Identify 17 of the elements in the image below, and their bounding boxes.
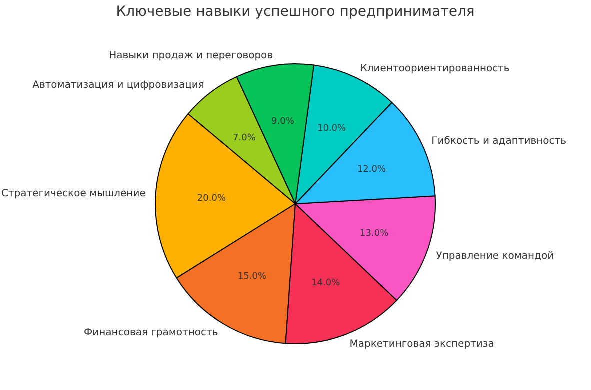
data-label: 15.0% (238, 272, 267, 282)
slice-label: Финансовая грамотность (84, 328, 218, 339)
slice-label: Управление командой (436, 250, 554, 262)
data-label: 10.0% (318, 124, 347, 134)
data-label: 9.0% (272, 116, 295, 127)
slice-label: Гибкость и адаптивность (432, 136, 567, 148)
data-label: 7.0% (233, 133, 256, 144)
data-label: 14.0% (312, 278, 341, 288)
slice-label: Навыки продаж и переговоров (109, 50, 274, 62)
slice-label: Клиентоориентированность (360, 64, 510, 75)
data-label: 12.0% (357, 164, 386, 175)
data-label: 13.0% (360, 229, 390, 240)
slice-label: Стратегическое мышление (1, 188, 146, 200)
chart-title: Ключевые навыки успешного предпринимателя (116, 4, 475, 20)
slice-label: Маркетинговая экспертиза (350, 338, 494, 350)
slice-label: Автоматизация и цифровизация (32, 80, 204, 91)
data-label: 20.0% (197, 194, 226, 204)
